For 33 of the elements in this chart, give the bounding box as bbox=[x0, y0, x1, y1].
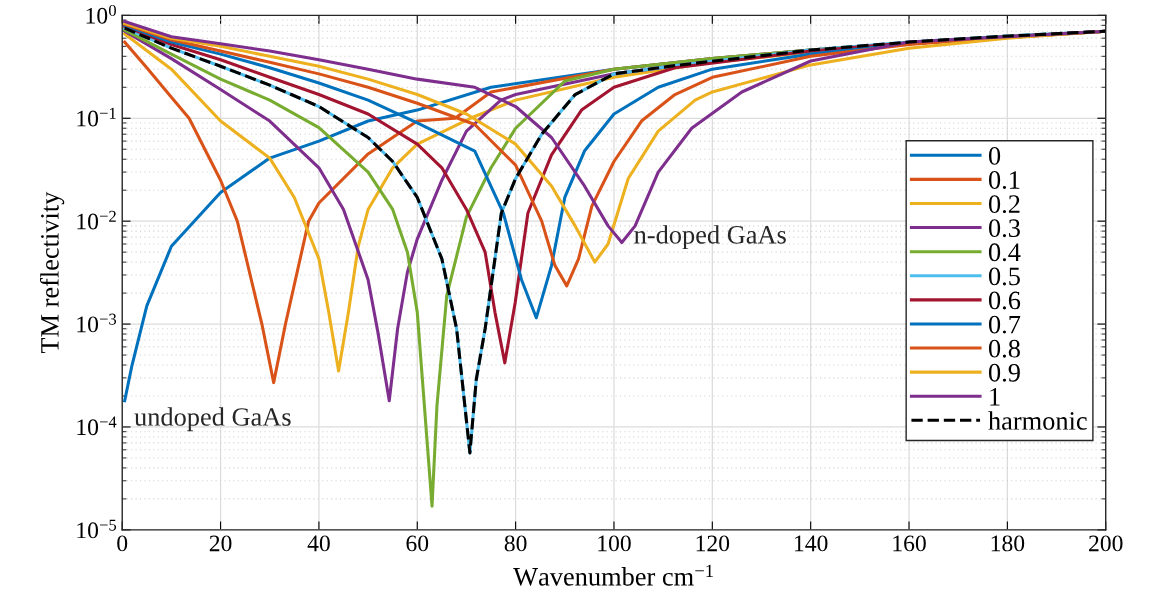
legend-label: 1 bbox=[990, 388, 1000, 406]
x-tick-label: 160 bbox=[893, 535, 926, 552]
y-tick-label: 10$^{−4}$ bbox=[77, 416, 117, 436]
x-tick-label: 120 bbox=[696, 535, 730, 552]
x-tick-label: 80 bbox=[504, 535, 527, 552]
y-tick-label: 10$^{−5}$ bbox=[77, 519, 117, 539]
x-tick-label: 0 bbox=[117, 535, 128, 552]
legend-label: 0.8 bbox=[988, 339, 1020, 358]
y-axis-title: TM reflectivity bbox=[39, 191, 65, 354]
legend-label: 0.3 bbox=[988, 219, 1020, 238]
x-tick-label: 40 bbox=[307, 535, 330, 552]
x-tick-label: 100 bbox=[598, 535, 631, 552]
annotation: undoped GaAs bbox=[134, 407, 291, 432]
legend-label: 0.2 bbox=[988, 195, 1020, 214]
legend-label: 0 bbox=[988, 146, 1001, 165]
legend-label: 0.1 bbox=[988, 171, 1020, 190]
x-axis-title: Wavenumber cm$^{−1}$ bbox=[513, 564, 713, 586]
x-tick-label: 60 bbox=[406, 535, 429, 552]
annotation: n-doped GaAs bbox=[634, 225, 786, 250]
x-tick-label: 200 bbox=[1089, 535, 1123, 552]
legend-label: 0.6 bbox=[988, 291, 1021, 310]
legend-label: 0.5 bbox=[988, 267, 1020, 286]
x-tick-label: 20 bbox=[209, 535, 232, 552]
y-tick-label: 10$^{−2}$ bbox=[77, 210, 116, 230]
legend-label: 0.7 bbox=[988, 315, 1021, 334]
legend-label: harmonic bbox=[988, 411, 1087, 430]
legend-label: 0.4 bbox=[988, 243, 1021, 262]
y-tick-label: 10$^{−1}$ bbox=[77, 107, 116, 127]
x-tick-label: 140 bbox=[795, 535, 828, 552]
legend-label: 0.9 bbox=[988, 363, 1020, 382]
y-tick-label: 10$^{−3}$ bbox=[77, 313, 117, 333]
y-tick-label: 10$^{0}$ bbox=[86, 4, 116, 24]
x-tick-label: 180 bbox=[991, 535, 1025, 552]
